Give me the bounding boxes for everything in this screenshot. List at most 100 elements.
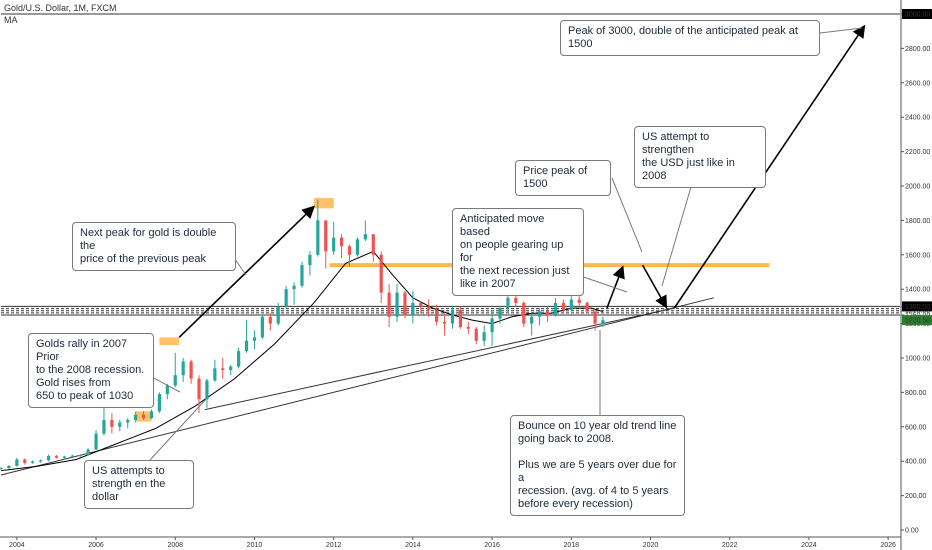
candle-body: [379, 254, 383, 293]
time-tick-label: 2014: [405, 542, 421, 549]
price-tick-label: 1275.00: [905, 308, 930, 315]
candle-body: [363, 234, 367, 240]
price-tick-label: 2800.00: [905, 46, 930, 53]
price-tag-bg: [902, 315, 932, 326]
candle-body: [482, 332, 486, 341]
candle-body: [197, 378, 201, 400]
candle-body: [221, 368, 225, 371]
candle-body: [569, 299, 573, 310]
price-tick-label: 2200.00: [905, 149, 930, 156]
time-tick-label: 2008: [167, 542, 183, 549]
candle-body: [411, 302, 415, 315]
time-tick-label: 2016: [484, 542, 500, 549]
candle-body: [498, 308, 502, 319]
candle-body: [70, 455, 74, 457]
callout-pointer: [611, 177, 643, 253]
callout-pointer: [819, 27, 863, 34]
candle-body: [545, 311, 550, 315]
callout-price-peak[interactable]: Price peak of 1500: [515, 160, 611, 196]
callout-next-peak[interactable]: Next peak for gold is double the price o…: [72, 222, 236, 271]
highlight-box: [159, 337, 180, 346]
candle-body: [300, 265, 304, 286]
projection-arrow: [673, 24, 866, 309]
price-tick-label: 1800.00: [905, 218, 930, 225]
indicator-label[interactable]: MA: [4, 15, 18, 25]
price-tag-label: 1300.00: [905, 304, 930, 311]
callout-golds-rally[interactable]: Golds rally in 2007 Prior to the 2008 re…: [28, 333, 154, 408]
time-tick-label: 2022: [722, 542, 738, 549]
candle-body: [149, 411, 154, 419]
candle-body: [324, 220, 328, 252]
candle-body: [118, 422, 122, 427]
candle-body: [506, 297, 510, 309]
candle-body: [7, 466, 11, 469]
candle-body: [347, 246, 352, 255]
price-tag-label: 1220.58: [905, 318, 930, 325]
candle-body: [189, 361, 193, 379]
candle-body: [78, 455, 82, 457]
candle-body: [126, 419, 130, 423]
candle-body: [86, 449, 90, 456]
candle-body: [165, 385, 169, 395]
callout-bounce-trend[interactable]: Bounce on 10 year old trend line going b…: [510, 415, 685, 516]
candle-body: [252, 337, 257, 341]
candle-body: [181, 361, 185, 376]
callout-peak-3000[interactable]: Peak of 3000, double of the anticipated …: [560, 20, 820, 56]
callout-pointer: [149, 397, 208, 461]
candle-body: [31, 461, 35, 463]
callout-pointer: [149, 375, 181, 393]
candle-body: [530, 316, 534, 324]
candle-body: [39, 460, 43, 462]
candle-body: [229, 366, 233, 371]
price-tag-label: 3000.00: [905, 12, 930, 19]
price-tick-label: 1000.00: [905, 356, 930, 363]
price-tick-label: 2600.00: [905, 80, 930, 87]
time-tick-label: 2012: [326, 542, 342, 549]
candle-body: [522, 302, 526, 324]
candle-body: [403, 292, 407, 315]
candle-body: [94, 433, 98, 450]
candle-body: [110, 419, 114, 427]
time-tick-label: 2020: [643, 542, 659, 549]
candle-body: [292, 285, 296, 290]
candle-body: [427, 306, 431, 310]
candle-body: [490, 318, 494, 333]
candle-body: [442, 321, 447, 324]
price-tick-label: 400.00: [905, 459, 927, 466]
candle-body: [284, 289, 288, 307]
candle-body: [514, 297, 518, 303]
candle-body: [577, 299, 581, 303]
price-tick-label: 2400.00: [905, 115, 930, 122]
price-axis[interactable]: 0.00200.00400.00600.00800.001000.001200.…: [901, 9, 932, 535]
callout-us-attempts[interactable]: US attempts to strength en the dollar: [84, 460, 194, 509]
price-tick-label: 1400.00: [905, 287, 930, 294]
time-tick-label: 2018: [564, 542, 580, 549]
candle-body: [141, 414, 146, 419]
candle-body: [46, 456, 51, 461]
price-tag-bg: [902, 301, 932, 312]
candle-body: [308, 254, 312, 266]
candle-body: [332, 237, 336, 252]
price-tick-label: 0.00: [905, 528, 919, 535]
candle-body: [244, 340, 249, 352]
callout-strengthen-usd[interactable]: US attempt to strengthen the USD just li…: [634, 126, 766, 188]
candle-body: [0, 468, 3, 470]
callout-anticipated-move[interactable]: Anticipated move based on people gearing…: [452, 208, 584, 296]
candle-body: [62, 456, 66, 458]
price-tick-label: 600.00: [905, 424, 927, 431]
candle-body: [371, 234, 375, 255]
candle-body: [15, 459, 19, 467]
candle-body: [173, 375, 177, 386]
time-axis[interactable]: 2004 2006 2008 2010 2012 2014 2016 2018 2020 2022…: [9, 537, 896, 549]
candle-body: [205, 380, 209, 400]
candle-body: [458, 309, 463, 328]
price-tick-label: 200.00: [905, 493, 927, 500]
trend-line: [204, 307, 675, 411]
candle-body: [387, 292, 391, 317]
time-tick-label: 2010: [247, 542, 263, 549]
candle-body: [268, 316, 272, 324]
candle-body: [593, 311, 597, 324]
candle-body: [355, 239, 360, 255]
price-tag-bg: [902, 9, 932, 19]
candle-body: [538, 311, 542, 317]
